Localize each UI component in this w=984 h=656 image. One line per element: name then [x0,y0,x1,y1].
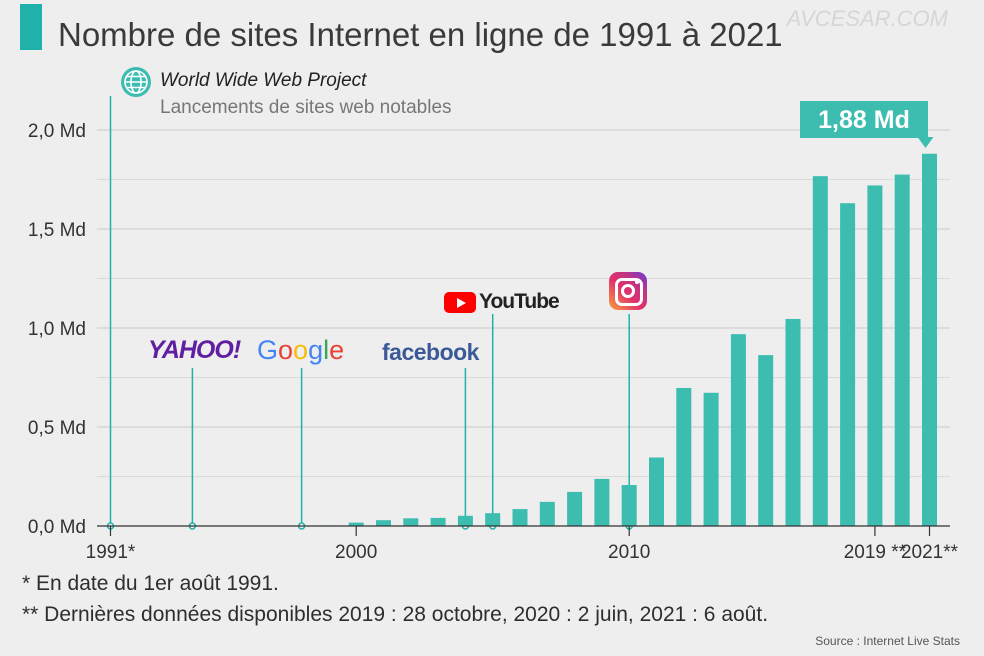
google-letter: l [323,335,330,365]
www-project-label: World Wide Web Project [160,70,367,91]
bar-2006 [512,509,528,526]
bar-2018 [840,203,856,526]
notable-launches-label: Lancements de sites web notables [160,97,452,118]
google-logo: Google [257,335,344,366]
bar-2009 [594,478,610,526]
footnote-2: ** Dernières données disponibles 2019 : … [22,603,769,626]
globe-icon [121,67,151,97]
youtube-play-icon [457,298,466,308]
x-axis: 1991* 2000 2010 2019 **2021** [86,525,959,563]
source-note: Source : Internet Live Stats [815,634,960,648]
bar-2014 [730,334,746,526]
bar-2013 [703,392,719,526]
chart-title: Nombre de sites Internet en ligne de 199… [58,16,783,53]
x-tick-label: 2019 ** [844,542,907,563]
yahoo-logo: YAHOO! [148,336,241,364]
bar-2003 [430,517,446,526]
google-letter: g [308,335,324,365]
x-tick-label: 2010 [608,542,650,563]
footnote-1: * En date du 1er août 1991. [22,572,279,595]
bar-2016 [785,318,801,526]
instagram-icon [609,272,647,310]
y-tick-label: 1,5 Md [28,220,86,241]
google-letter: o [278,335,294,365]
google-letter: e [329,335,345,365]
y-tick-label: 0,0 Md [28,517,86,538]
bars [294,153,937,527]
bar-2000 [348,522,364,526]
x-tick-label: 1991* [86,542,136,563]
bar-2015 [758,355,774,526]
google-letter: o [293,335,309,365]
bar-2008 [567,491,583,526]
y-tick-label: 0,5 Md [28,418,86,439]
bar-2020 [894,174,910,527]
y-tick-label: 1,0 Md [28,319,86,340]
bar-2011 [649,457,664,526]
callout-box [800,101,928,138]
callout-label: 1,88 Md [818,106,910,134]
title-accent-bar [20,4,42,50]
bar-2012 [676,387,692,526]
y-tick-label: 2,0 Md [28,121,86,142]
bar-2017 [812,176,828,526]
facebook-logo: facebook [382,339,479,365]
x-tick-label: 2000 [335,542,377,563]
bar-2019 [867,185,883,526]
highlight-callout: 1,88 Md [800,101,934,148]
youtube-logo: YouTube [479,290,560,313]
bar-2002 [403,518,419,526]
callout-pointer [917,137,934,148]
y-axis-labels: 0,0 Md 0,5 Md 1,0 Md 1,5 Md 2,0 Md [28,121,86,538]
bar-2021 [922,153,937,526]
bar-2001 [376,520,391,526]
bar-2010 [621,485,637,526]
bar-2005 [485,513,501,526]
watermark: AVCESAR.COM [786,6,948,31]
google-letter: G [257,335,279,365]
bar-2007 [539,501,555,526]
bar-2004 [457,515,473,526]
x-tick-label: 2021** [901,542,959,563]
google-logo-text: Google [257,335,344,365]
